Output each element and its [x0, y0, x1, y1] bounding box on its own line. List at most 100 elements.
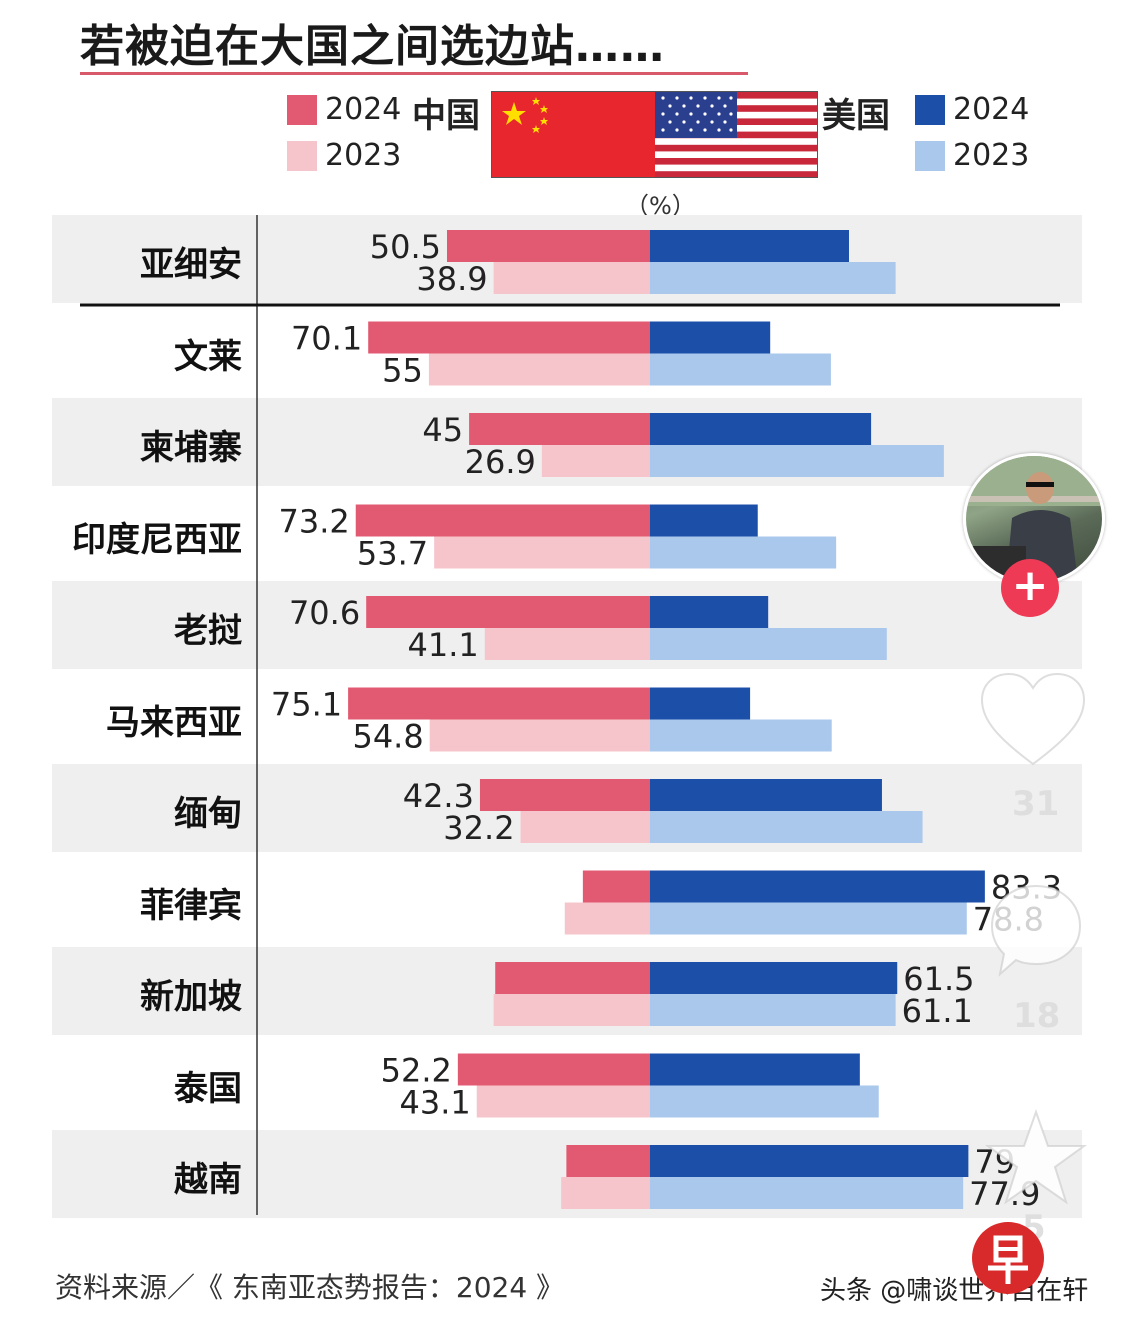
- bar-us-2023: [650, 719, 832, 752]
- category-label: 泰国: [174, 1068, 242, 1109]
- category-label: 柬埔寨: [140, 428, 242, 468]
- data-label-china-2024: 45: [422, 411, 463, 449]
- category-label: 新加坡: [140, 977, 242, 1017]
- share-logo-icon[interactable]: [972, 1222, 1044, 1294]
- data-label-china-2024: 75.1: [271, 686, 342, 724]
- bar-us-2023: [650, 628, 887, 660]
- bar-china-2024: [368, 321, 650, 354]
- bar-us-2024: [650, 230, 849, 262]
- bar-us-2024: [650, 1053, 860, 1086]
- bar-us-2023: [650, 445, 944, 477]
- comment-count: 18: [1013, 996, 1061, 1036]
- data-label-china-2023: 55: [382, 352, 423, 390]
- like-count: 31: [1012, 784, 1060, 824]
- bar-us-2024: [650, 870, 985, 903]
- category-label: 马来西亚: [106, 702, 242, 743]
- bar-china-2023: [476, 1085, 650, 1118]
- title-underline: [80, 72, 748, 75]
- category-label: 老挝: [174, 611, 242, 651]
- legend-us-2024: 2024: [915, 92, 1029, 127]
- chart-title: 若被迫在大国之间选边站……: [80, 21, 665, 72]
- comment-bubble-icon[interactable]: [986, 880, 1086, 984]
- legend-swatch-china-2024: [287, 94, 317, 125]
- legend-china-2024: 2024: [287, 92, 401, 127]
- bar-us-2024: [650, 413, 872, 445]
- bar-china-2023: [428, 353, 650, 386]
- bar-china-2023: [520, 811, 650, 843]
- category-label: 亚细安: [140, 245, 242, 285]
- category-label: 文莱: [174, 336, 242, 377]
- bar-china-2024: [457, 1053, 650, 1086]
- bar-china-2023: [493, 994, 650, 1026]
- bar-china-2023: [493, 262, 650, 294]
- data-label-us-2024: 61.5: [903, 960, 974, 998]
- bar-us-2023: [650, 536, 837, 569]
- data-label-china-2023: 43.1: [399, 1084, 470, 1122]
- legend-label-us-2023: 2023: [953, 138, 1030, 173]
- bar-us-2023: [650, 353, 831, 386]
- bar-us-2023: [650, 1177, 964, 1209]
- china-flag-icon: [492, 92, 655, 178]
- bar-us-2024: [650, 687, 751, 720]
- data-label-china-2024: 42.3: [403, 777, 474, 815]
- bar-china-2024: [469, 413, 650, 445]
- bar-china-2023: [561, 1177, 650, 1209]
- legend-us-name: 美国: [822, 96, 890, 136]
- bar-us-2023: [650, 811, 923, 843]
- bar-us-2024: [650, 596, 769, 628]
- category-label: 越南: [174, 1160, 242, 1200]
- bar-china-2024: [348, 687, 650, 720]
- bar-us-2024: [650, 962, 898, 994]
- like-heart-icon[interactable]: [978, 672, 1088, 776]
- bar-us-2024: [650, 1145, 969, 1177]
- category-label: 缅甸: [174, 794, 242, 834]
- legend-label-china-2024: 2024: [325, 92, 402, 127]
- bar-china-2024: [446, 230, 650, 262]
- data-label-china-2023: 38.9: [416, 260, 487, 298]
- favorite-star-icon[interactable]: [984, 1108, 1088, 1212]
- data-label-china-2024: 70.1: [291, 320, 362, 358]
- watermark: 头条 @啸谈世界自在轩: [820, 1276, 1089, 1306]
- bar-us-2023: [650, 994, 896, 1026]
- data-label-china-2024: 70.6: [289, 594, 360, 632]
- category-label: 菲律宾: [140, 885, 242, 926]
- data-label-china-2024: 50.5: [370, 228, 441, 266]
- data-label-china-2023: 54.8: [352, 718, 423, 756]
- bar-china-2024: [582, 870, 650, 903]
- follow-plus-button[interactable]: +: [1001, 559, 1059, 617]
- data-label-china-2024: 73.2: [278, 503, 349, 541]
- bar-china-2023: [429, 719, 650, 752]
- source-note: 资料来源／《 东南亚态势报告：2024 》: [55, 1271, 565, 1304]
- bar-china-2023: [484, 628, 650, 660]
- legend-us-2023: 2023: [915, 138, 1029, 173]
- legend-swatch-us-2024: [915, 94, 945, 125]
- legend-swatch-china-2023: [287, 140, 317, 171]
- bar-us-2023: [650, 262, 896, 294]
- bar-us-2024: [650, 779, 882, 811]
- legend-label-us-2024: 2024: [953, 92, 1030, 127]
- category-label: 印度尼西亚: [72, 519, 242, 560]
- legend-china-name: 中国: [412, 96, 480, 136]
- bar-china-2024: [566, 1145, 650, 1177]
- data-label-china-2023: 41.1: [408, 626, 479, 664]
- data-label-china-2023: 32.2: [443, 809, 514, 847]
- bar-china-2023: [434, 536, 650, 569]
- data-label-china-2023: 26.9: [465, 443, 536, 481]
- bar-china-2024: [479, 779, 650, 811]
- data-label-china-2024: 52.2: [381, 1052, 452, 1090]
- bar-china-2024: [355, 504, 650, 537]
- bar-us-2024: [650, 504, 758, 537]
- bar-china-2024: [366, 596, 650, 628]
- bar-china-2023: [564, 902, 650, 935]
- bar-china-2023: [541, 445, 650, 477]
- data-label-china-2023: 53.7: [357, 535, 428, 573]
- legend-label-china-2023: 2023: [325, 138, 402, 173]
- bar-china-2024: [495, 962, 650, 994]
- bar-us-2024: [650, 321, 771, 354]
- legend-china-2023: 2023: [287, 138, 401, 173]
- bar-us-2023: [650, 902, 967, 935]
- bar-us-2023: [650, 1085, 879, 1118]
- legend-swatch-us-2023: [915, 140, 945, 171]
- data-label-us-2023: 61.1: [902, 992, 973, 1030]
